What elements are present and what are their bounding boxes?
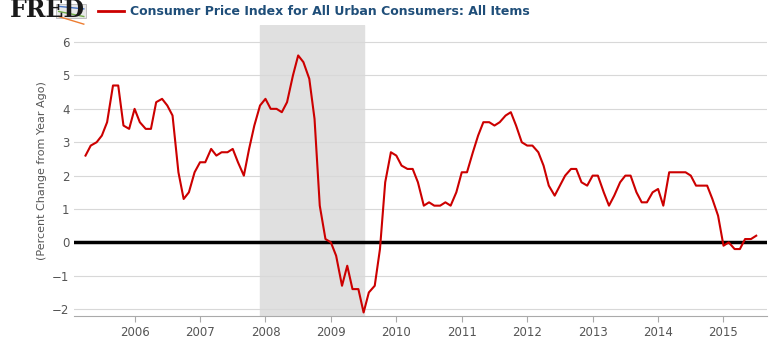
Text: FRED: FRED: [9, 0, 85, 22]
Y-axis label: (Percent Change from Year Ago): (Percent Change from Year Ago): [37, 81, 47, 260]
Bar: [260, 25, 363, 316]
Text: Consumer Price Index for All Urban Consumers: All Items: Consumer Price Index for All Urban Consu…: [130, 5, 530, 18]
FancyBboxPatch shape: [56, 4, 86, 19]
